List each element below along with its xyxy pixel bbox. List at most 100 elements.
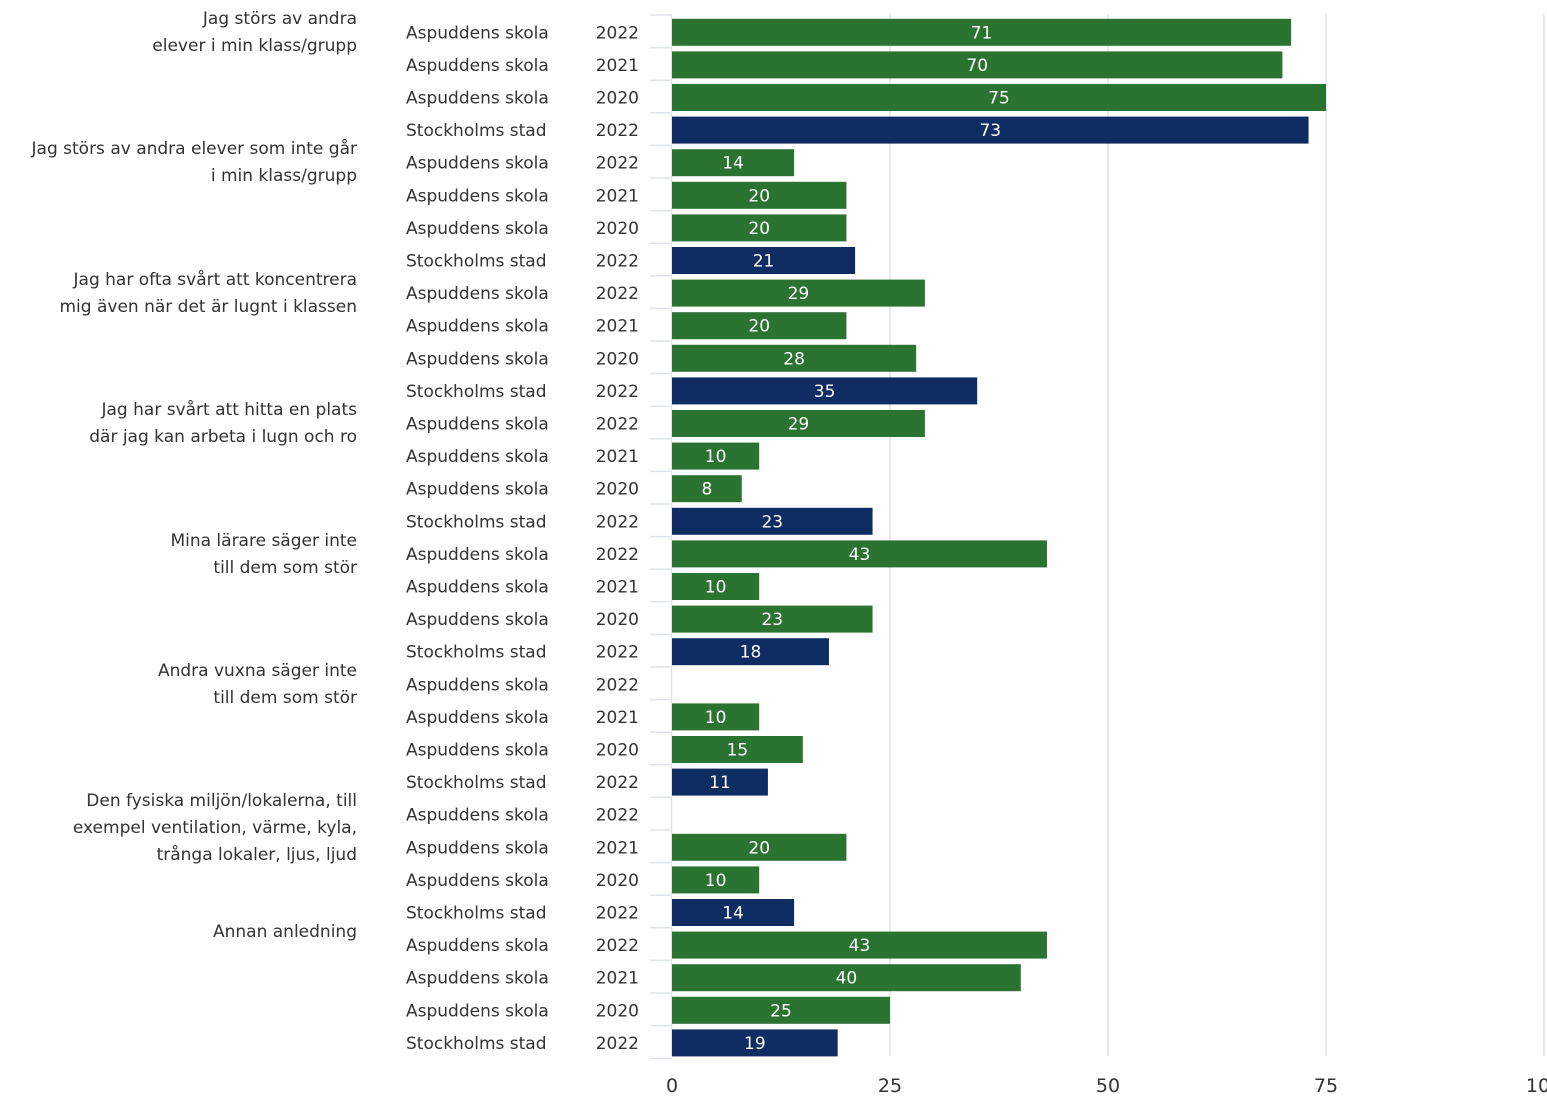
row-year-label: 2020 (596, 1001, 639, 1021)
bar-value-label: 10 (705, 447, 727, 467)
x-tick-label: 75 (1314, 1075, 1338, 1097)
row-unit-label: Aspuddens skola (406, 545, 549, 565)
bar-value-label: 75 (988, 89, 1010, 109)
group-label-line: Den fysiska miljön/lokalerna, till (86, 791, 357, 812)
row-year-label: 2021 (596, 838, 639, 858)
row-unit-label: Aspuddens skola (406, 838, 549, 858)
bar (672, 931, 1047, 959)
group-label: Jag har ofta svårt att koncentrera mig äv… (0, 267, 358, 321)
row-unit-label: Stockholms stad (406, 252, 547, 272)
row-year-label: 2021 (596, 317, 639, 337)
bar (672, 573, 760, 600)
bar-value-label: 18 (740, 643, 762, 663)
bar-value-label: 28 (783, 349, 805, 369)
row-unit-label: Aspuddens skola (406, 219, 549, 239)
row-year-label: 2021 (596, 708, 639, 728)
bar (672, 377, 978, 405)
row-year-label: 2022 (596, 284, 639, 304)
row-unit-label: Stockholms stad (406, 643, 547, 663)
group-label-line: mig även när det är lugnt i klassen (59, 296, 358, 317)
row-year-label: 2022 (596, 675, 639, 695)
bar-value-label: 43 (849, 936, 871, 956)
group-label: Annan anledning (0, 919, 357, 946)
row-unit-label: Aspuddens skola (406, 610, 549, 630)
group-label-line: elever i min klass/grupp (152, 36, 357, 56)
bar (672, 736, 803, 763)
bar-value-label: 40 (836, 969, 858, 989)
bar (672, 833, 847, 861)
bar (672, 996, 890, 1024)
bar (672, 507, 873, 535)
group-label-line: i min klass/grupp (210, 166, 357, 187)
group-label: Den fysiska miljön/lokalerna, till exempe… (0, 788, 357, 869)
group-label-line: Jag störs av andra (202, 9, 357, 29)
x-tick-label: 25 (878, 1075, 902, 1097)
row-unit-label: Aspuddens skola (406, 415, 549, 435)
row-unit-label: Aspuddens skola (406, 284, 549, 304)
bar (672, 116, 1309, 144)
bar (672, 899, 795, 926)
group-label-line: Annan anledning (212, 921, 357, 942)
row-year-label: 2022 (596, 936, 639, 956)
row-unit-label: Aspuddens skola (406, 741, 549, 761)
x-tick-label: 100 (1526, 1075, 1547, 1097)
row-year-label: 2022 (596, 806, 639, 826)
row-unit-label: Aspuddens skola (406, 578, 549, 598)
bar-value-label: 14 (722, 154, 744, 174)
bar-value-label: 35 (814, 382, 836, 402)
gridlines (889, 14, 1545, 1056)
bar (672, 866, 760, 894)
bar (672, 442, 760, 470)
row-year-label: 2022 (596, 1034, 639, 1054)
bar (672, 214, 847, 242)
bar-value-label: 8 (701, 480, 712, 500)
bar-value-label: 20 (748, 186, 770, 206)
bar (672, 964, 1021, 992)
bar-value-label: 43 (849, 545, 871, 565)
bar (672, 703, 760, 731)
group-label-line: Andra vuxna säger inte (157, 661, 357, 681)
bar (672, 540, 1047, 568)
row-year-label: 2022 (596, 382, 639, 402)
group-label-line: till dem som stör (213, 688, 357, 708)
row-unit-label: Aspuddens skola (406, 349, 549, 369)
group-label-line: Jag har svårt att hitta en plats (101, 400, 358, 421)
bar-value-label: 73 (979, 121, 1001, 141)
row-year-label: 2022 (596, 545, 639, 565)
bar-value-label: 29 (788, 284, 810, 304)
row-unit-label: Aspuddens skola (406, 675, 549, 695)
bar (672, 149, 795, 177)
bar-value-label: 20 (748, 838, 770, 858)
bar-value-label: 23 (761, 610, 783, 630)
row-year-label: 2020 (596, 349, 639, 369)
bar-value-label: 29 (788, 415, 810, 435)
group-label-line: trånga lokaler, ljus, ljud (156, 845, 357, 866)
row-year-label: 2022 (596, 773, 639, 793)
row-unit-label: Stockholms stad (406, 121, 547, 141)
row-year-label: 2022 (596, 415, 639, 435)
group-label: Jag har svårt att hitta en plats där jag … (0, 397, 357, 451)
row-year-label: 2022 (596, 121, 639, 141)
bar-value-label: 25 (770, 1001, 792, 1021)
bar (672, 18, 1292, 46)
row-unit-label: Aspuddens skola (406, 480, 549, 500)
row-year-label: 2020 (596, 219, 639, 239)
bar (672, 1029, 838, 1057)
bar-value-label: 10 (705, 578, 727, 598)
group-label: Mina lärare säger inte till dem som stör (0, 528, 357, 582)
group-label-line: där jag kan arbeta i lugn och ro (89, 427, 357, 448)
bar (672, 605, 873, 633)
row-year-label: 2020 (596, 610, 639, 630)
bar (672, 410, 925, 437)
bar-value-label: 11 (709, 773, 731, 793)
row-unit-label: Stockholms stad (406, 904, 547, 924)
bar-value-label: 21 (753, 252, 775, 272)
row-year-label: 2021 (596, 447, 639, 467)
group-label-line: Jag har ofta svårt att koncentrera (73, 269, 357, 290)
bar (672, 638, 829, 666)
bar-value-label: 14 (722, 904, 744, 924)
bar-value-label: 19 (744, 1034, 766, 1054)
bar-value-label: 15 (727, 741, 749, 761)
row-year-label: 2020 (596, 480, 639, 500)
